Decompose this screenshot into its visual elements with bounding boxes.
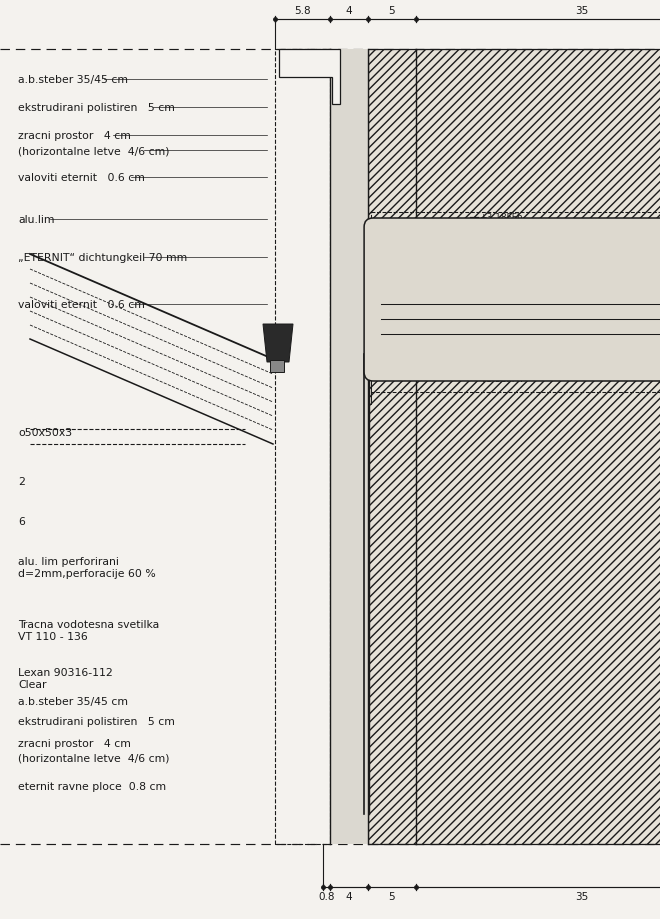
Text: o50x50x3: o50x50x3 xyxy=(18,427,72,437)
Text: a.b.steber 35/45 cm: a.b.steber 35/45 cm xyxy=(18,697,128,706)
Text: 35: 35 xyxy=(576,6,589,16)
Text: zracni prostor   4 cm: zracni prostor 4 cm xyxy=(18,738,131,748)
Text: 6: 6 xyxy=(18,516,25,527)
Text: Tracna vodotesna svetilka
VT 110 - 136: Tracna vodotesna svetilka VT 110 - 136 xyxy=(18,619,159,641)
Text: (horizontalne letve  4/6 cm): (horizontalne letve 4/6 cm) xyxy=(18,754,170,763)
Bar xyxy=(270,360,284,372)
Text: Lexan 90316-112
Clear: Lexan 90316-112 Clear xyxy=(18,667,113,689)
Text: 4: 4 xyxy=(346,891,352,901)
Bar xyxy=(330,50,368,844)
Text: alu. lim perforirani
d=2mm,perforacije 60 %: alu. lim perforirani d=2mm,perforacije 6… xyxy=(18,556,156,578)
Text: (horizontalne letve  4/6 cm): (horizontalne letve 4/6 cm) xyxy=(18,146,170,156)
Text: 5.8: 5.8 xyxy=(294,6,311,16)
Text: a.b.steber 35/45 cm: a.b.steber 35/45 cm xyxy=(18,75,128,85)
Text: 0.8: 0.8 xyxy=(318,891,335,901)
Text: 11: 11 xyxy=(373,372,385,381)
Bar xyxy=(371,213,660,392)
Polygon shape xyxy=(279,50,340,105)
Text: ekstrudirani polistiren   5 cm: ekstrudirani polistiren 5 cm xyxy=(18,716,175,726)
Text: +3.58FFh: +3.58FFh xyxy=(478,375,522,384)
Text: 5: 5 xyxy=(389,891,395,901)
Text: +3.18FFh: +3.18FFh xyxy=(478,213,522,222)
Text: „ETERNIT“ dichtungkeil 70 mm: „ETERNIT“ dichtungkeil 70 mm xyxy=(18,253,187,263)
Text: valoviti eternit   0.6 cm: valoviti eternit 0.6 cm xyxy=(18,173,145,183)
Text: alu.lim: alu.lim xyxy=(18,215,55,225)
Text: 5: 5 xyxy=(389,6,395,16)
Text: zracni prostor   4 cm: zracni prostor 4 cm xyxy=(18,130,131,141)
Text: 35: 35 xyxy=(576,891,589,901)
Polygon shape xyxy=(263,324,293,363)
Bar xyxy=(368,50,660,844)
FancyBboxPatch shape xyxy=(364,219,660,381)
Text: ekstrudirani polistiren   5 cm: ekstrudirani polistiren 5 cm xyxy=(18,103,175,113)
Text: 4: 4 xyxy=(346,6,352,16)
Text: eternit ravne ploce  0.8 cm: eternit ravne ploce 0.8 cm xyxy=(18,781,166,791)
Bar xyxy=(275,50,330,844)
Text: valoviti eternit   0.6 cm: valoviti eternit 0.6 cm xyxy=(18,300,145,310)
Text: 2: 2 xyxy=(18,476,25,486)
